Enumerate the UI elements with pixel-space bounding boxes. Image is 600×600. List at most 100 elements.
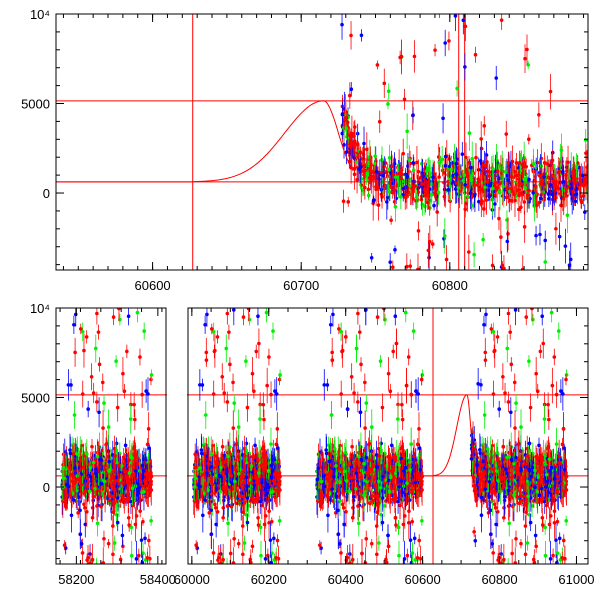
data-point — [345, 120, 350, 125]
data-point — [267, 355, 271, 359]
data-point — [447, 176, 452, 180]
data-point — [203, 413, 208, 417]
data-point — [473, 192, 477, 197]
data-point — [344, 150, 349, 154]
data-point — [457, 166, 461, 170]
data-point — [65, 493, 69, 497]
data-point — [457, 176, 461, 181]
top-panel-plot-area — [56, 14, 588, 270]
data-point — [411, 168, 416, 172]
data-point — [62, 543, 67, 548]
data-point — [554, 226, 558, 231]
y-tick-label: 5000 — [21, 97, 50, 112]
data-point — [97, 410, 101, 415]
data-point — [85, 509, 89, 514]
data-point — [138, 509, 142, 513]
data-point — [130, 486, 135, 491]
data-point — [68, 451, 73, 456]
data-point — [447, 39, 451, 43]
data-point — [487, 170, 492, 174]
data-point — [443, 164, 448, 168]
data-point — [493, 181, 498, 185]
data-point — [425, 200, 430, 205]
data-point — [447, 157, 452, 161]
data-point — [579, 198, 583, 203]
data-point — [220, 374, 225, 379]
data-point — [561, 197, 566, 201]
data-point — [73, 312, 78, 317]
data-point — [98, 458, 102, 462]
data-point — [527, 188, 531, 193]
data-point — [99, 482, 103, 486]
data-point — [149, 473, 153, 478]
data-point — [399, 195, 403, 199]
data-point — [533, 178, 537, 183]
data-point — [522, 225, 527, 229]
data-point — [221, 515, 225, 520]
data-point — [449, 168, 453, 172]
data-point — [525, 193, 530, 197]
data-point — [141, 519, 145, 524]
data-point — [452, 158, 457, 162]
data-point — [76, 477, 80, 482]
data-point — [518, 181, 523, 186]
data-point — [541, 197, 546, 202]
data-point — [141, 551, 145, 555]
data-point — [212, 293, 216, 297]
data-point — [522, 177, 527, 182]
data-point — [244, 441, 249, 446]
data-point — [128, 417, 133, 421]
data-point — [537, 113, 541, 117]
data-point — [140, 463, 145, 468]
data-point — [430, 242, 435, 246]
data-point — [509, 175, 514, 179]
data-point — [86, 407, 90, 411]
data-point — [506, 160, 511, 165]
data-point — [275, 427, 280, 431]
data-point — [443, 234, 447, 238]
data-point — [455, 86, 459, 91]
data-point — [499, 235, 503, 239]
data-point — [133, 476, 138, 481]
data-point — [92, 453, 96, 458]
data-point — [78, 327, 83, 331]
data-point — [571, 193, 576, 197]
data-point — [120, 480, 124, 485]
data-point — [470, 156, 475, 161]
data-point — [407, 158, 412, 162]
data-point — [121, 371, 125, 376]
data-point — [348, 93, 352, 98]
data-point — [443, 41, 447, 45]
data-point — [106, 425, 111, 429]
data-point — [522, 200, 527, 204]
data-point — [380, 195, 384, 199]
data-point — [393, 175, 398, 179]
data-point — [269, 392, 273, 397]
data-point — [112, 446, 117, 451]
data-point — [138, 355, 142, 359]
y-tick-label: 0 — [43, 186, 50, 201]
data-point — [68, 473, 73, 477]
data-point — [90, 444, 94, 449]
data-point — [495, 169, 500, 174]
data-point — [107, 459, 111, 464]
data-point — [398, 55, 402, 60]
data-point — [461, 18, 466, 23]
data-point — [482, 124, 487, 128]
data-point — [491, 189, 496, 194]
data-point — [464, 170, 468, 175]
x-tick-label: 60800 — [432, 278, 468, 293]
data-point — [556, 186, 561, 191]
data-point — [93, 346, 98, 351]
data-point — [510, 189, 515, 194]
data-point — [405, 174, 410, 179]
data-point — [134, 557, 139, 561]
data-point — [144, 481, 149, 486]
data-point — [72, 323, 76, 327]
data-point — [405, 264, 409, 269]
data-point — [454, 161, 459, 166]
data-point — [386, 102, 390, 106]
data-point — [463, 24, 468, 29]
data-point — [101, 561, 106, 564]
data-point — [349, 33, 353, 38]
